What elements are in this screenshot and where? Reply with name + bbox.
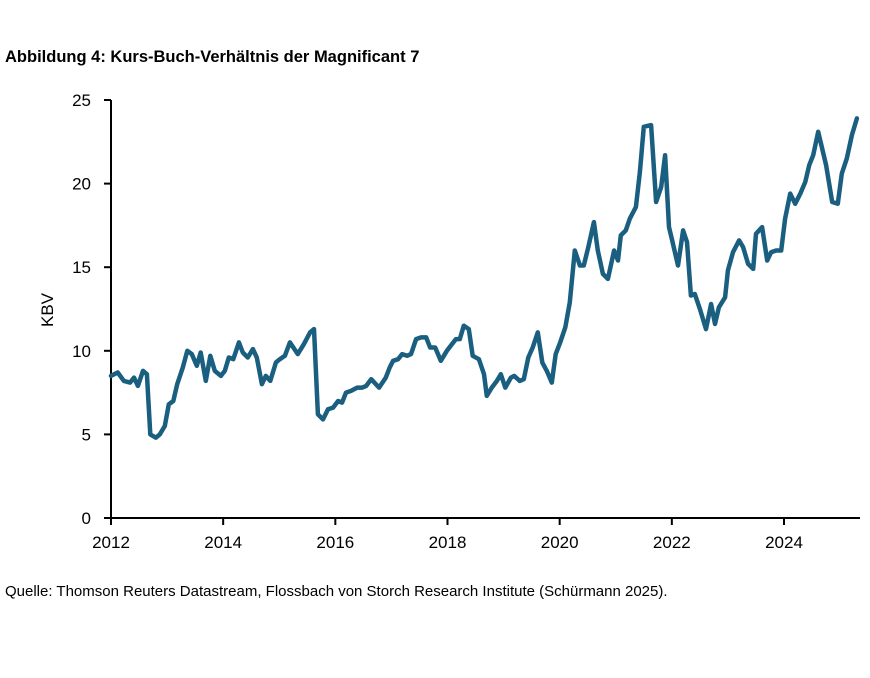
x-tick-label: 2024 bbox=[765, 533, 803, 552]
x-tick-label: 2022 bbox=[653, 533, 691, 552]
x-tick-label: 2012 bbox=[92, 533, 130, 552]
source-note: Quelle: Thomson Reuters Datastream, Flos… bbox=[5, 583, 668, 600]
axes bbox=[110, 100, 860, 519]
ticks: 0 5 10 15 20 25 2012 2014 2016 2018 2020 2022 2024 bbox=[72, 91, 803, 552]
y-tick-label: 20 bbox=[72, 175, 91, 194]
y-tick-label: 10 bbox=[72, 342, 91, 361]
y-tick-label: 0 bbox=[82, 509, 91, 528]
y-tick-label: 15 bbox=[72, 258, 91, 277]
y-tick-label: 5 bbox=[82, 425, 91, 444]
series-line bbox=[108, 116, 860, 440]
x-tick-label: 2014 bbox=[204, 533, 242, 552]
chart-title: Abbildung 4: Kurs-Buch-Verhältnis der Ma… bbox=[5, 48, 420, 66]
x-tick-label: 2018 bbox=[429, 533, 467, 552]
x-tick-label: 2016 bbox=[316, 533, 354, 552]
y-tick-label: 25 bbox=[72, 91, 91, 110]
x-tick-label: 2020 bbox=[541, 533, 579, 552]
y-axis-label: KBV bbox=[38, 292, 57, 327]
